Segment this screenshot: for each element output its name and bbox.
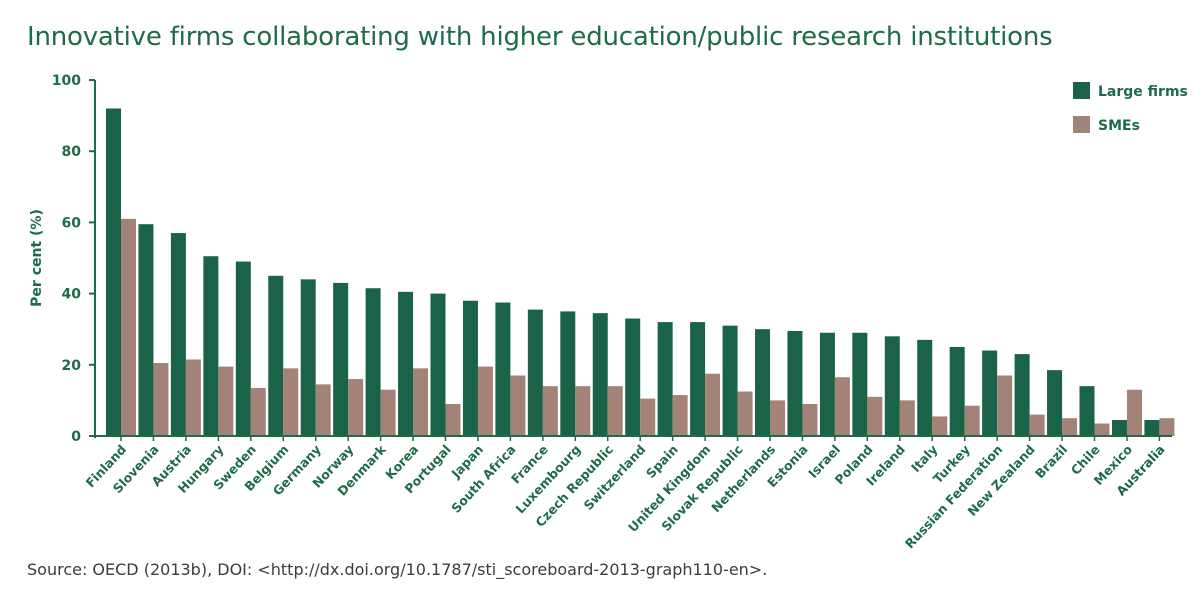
bar-large-firms [462, 300, 478, 436]
bar-large-firms [787, 330, 803, 436]
bar-smes [250, 387, 266, 436]
bar-large-firms [625, 318, 641, 436]
bar-large-firms [268, 275, 284, 436]
bar-smes [964, 405, 980, 436]
legend-label-smes: SMEs [1098, 118, 1140, 134]
bar-smes [477, 366, 493, 436]
bar-smes [1126, 389, 1142, 436]
bar-large-firms [398, 291, 414, 436]
bar-smes [348, 379, 364, 436]
bar-large-firms [1144, 419, 1160, 436]
bar-large-firms [1111, 419, 1127, 436]
bar-large-firms [1014, 354, 1030, 436]
bar-large-firms [917, 339, 933, 436]
bar-smes [510, 375, 526, 436]
bar-large-firms [106, 108, 121, 436]
bar-large-firms [235, 261, 251, 436]
bar-smes [445, 403, 461, 436]
bar-smes [380, 389, 396, 436]
bar-smes [932, 416, 948, 436]
bar-smes [1029, 414, 1045, 436]
bar-large-firms [982, 350, 998, 436]
bar-large-firms [755, 329, 770, 436]
bar-smes [185, 359, 201, 436]
y-tick-label: 100 [52, 73, 81, 89]
bar-large-firms [430, 293, 446, 436]
bar-large-firms [170, 233, 186, 436]
bar-large-firms [592, 313, 608, 436]
bar-large-firms [560, 311, 576, 436]
bar-smes [218, 366, 234, 436]
bar-large-firms [300, 279, 316, 436]
bar-smes [899, 400, 915, 436]
bar-smes [834, 377, 850, 436]
bar-smes [413, 368, 429, 436]
bar-smes [640, 398, 656, 436]
bar-smes [1159, 418, 1175, 436]
bar-smes [575, 386, 591, 436]
bar-smes [153, 363, 169, 436]
bar-large-firms [884, 336, 900, 436]
bar-large-firms [1047, 370, 1063, 436]
y-tick-label: 80 [62, 144, 82, 160]
bar-large-firms [819, 332, 835, 436]
bar-smes [737, 391, 753, 436]
bar-large-firms [690, 322, 706, 436]
bar-large-firms [527, 309, 543, 436]
legend-swatch-large-firms [1073, 82, 1090, 99]
bar-large-firms [949, 347, 965, 436]
bar-smes [315, 384, 331, 436]
bar-smes [121, 218, 136, 436]
bar-smes [1062, 418, 1078, 436]
bar-smes [770, 400, 785, 436]
y-tick-label: 60 [62, 215, 82, 231]
bar-smes [607, 386, 623, 436]
bar-smes [997, 375, 1013, 436]
legend-swatch-smes [1073, 116, 1090, 133]
bar-large-firms [495, 302, 511, 436]
bar-smes [802, 403, 818, 436]
bar-large-firms [203, 256, 219, 436]
bar-smes [1094, 423, 1110, 436]
bar-large-firms [138, 224, 154, 436]
bar-large-firms [852, 332, 868, 436]
bar-smes [672, 395, 688, 436]
bar-large-firms [333, 282, 349, 436]
x-tick-label: Brazil [1032, 442, 1070, 481]
y-tick-label: 20 [62, 358, 82, 374]
y-tick-label: 40 [62, 287, 82, 303]
bar-large-firms [722, 325, 738, 436]
source-note: Source: OECD (2013b), DOI: <http://dx.do… [27, 560, 768, 579]
bar-smes [705, 373, 721, 436]
bar-large-firms [657, 322, 673, 436]
chart-title: Innovative firms collaborating with high… [27, 22, 1053, 52]
bar-smes [283, 368, 299, 436]
legend-label-large-firms: Large firms [1098, 84, 1188, 100]
bar-large-firms [1079, 386, 1095, 436]
y-axis-label: Per cent (%) [29, 209, 45, 307]
bar-smes [542, 386, 558, 436]
y-tick-label: 0 [71, 429, 81, 445]
bar-smes [867, 396, 883, 436]
bar-large-firms [365, 288, 381, 436]
